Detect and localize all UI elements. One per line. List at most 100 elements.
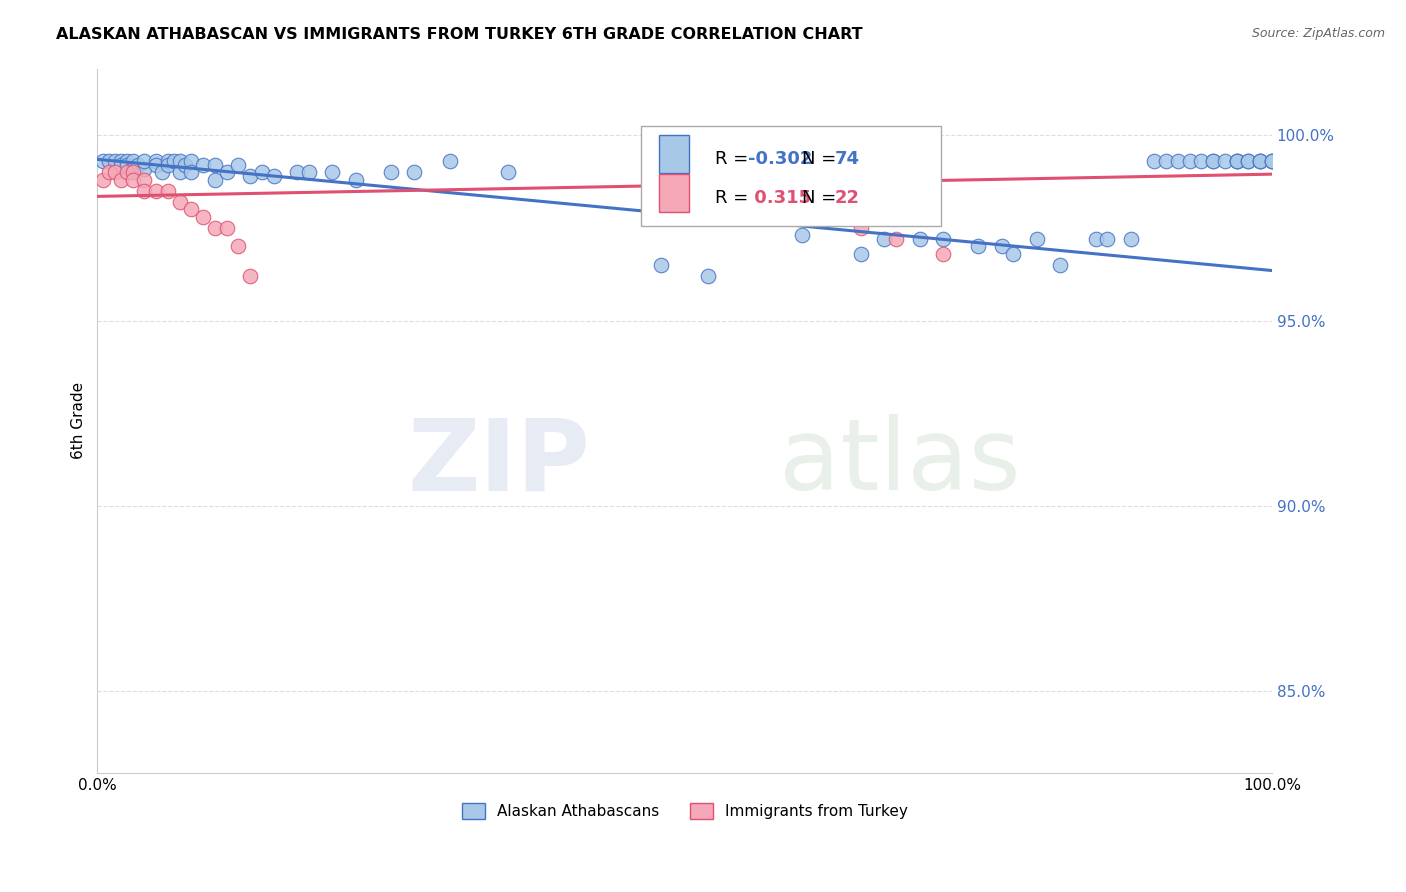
Text: ALASKAN ATHABASCAN VS IMMIGRANTS FROM TURKEY 6TH GRADE CORRELATION CHART: ALASKAN ATHABASCAN VS IMMIGRANTS FROM TU… [56, 27, 863, 42]
Text: 22: 22 [835, 189, 860, 207]
Y-axis label: 6th Grade: 6th Grade [72, 382, 86, 459]
Point [110, 154, 132, 169]
Point [884, 232, 907, 246]
Point [156, 158, 179, 172]
Point [121, 165, 143, 179]
Text: -0.302: -0.302 [748, 150, 813, 169]
Point [174, 158, 197, 172]
Point [91, 154, 114, 169]
Point [1119, 232, 1142, 246]
Point [121, 172, 143, 186]
Point [215, 220, 238, 235]
Point [169, 165, 191, 179]
Point [180, 154, 202, 169]
Point [145, 154, 167, 169]
Point [134, 172, 156, 186]
Text: ZIP: ZIP [408, 415, 591, 511]
Point [104, 165, 127, 179]
Text: Source: ZipAtlas.com: Source: ZipAtlas.com [1251, 27, 1385, 40]
Point [180, 165, 202, 179]
Point [1189, 154, 1212, 169]
Point [439, 154, 461, 169]
Point [1249, 154, 1271, 169]
Point [226, 239, 249, 253]
Point [156, 154, 179, 169]
Point [990, 239, 1012, 253]
Point [145, 158, 167, 172]
Point [239, 269, 262, 284]
Point [697, 269, 720, 284]
Point [204, 172, 226, 186]
Text: atlas: atlas [779, 415, 1021, 511]
Point [1213, 154, 1236, 169]
Point [239, 169, 262, 183]
Point [204, 220, 226, 235]
Point [127, 158, 149, 172]
Point [1178, 154, 1201, 169]
Point [1226, 154, 1249, 169]
Point [121, 161, 143, 176]
Point [1226, 154, 1249, 169]
Point [1249, 154, 1271, 169]
Point [1002, 247, 1025, 261]
Point [1202, 154, 1225, 169]
Point [134, 154, 156, 169]
Point [321, 165, 343, 179]
Point [134, 161, 156, 176]
Point [1249, 154, 1271, 169]
Point [1084, 232, 1107, 246]
Point [404, 165, 426, 179]
Point [191, 158, 214, 172]
Point [169, 194, 191, 209]
Point [298, 165, 321, 179]
Point [967, 239, 990, 253]
Point [1049, 258, 1071, 272]
Point [145, 184, 167, 198]
Point [344, 172, 367, 186]
Legend: Alaskan Athabascans, Immigrants from Turkey: Alaskan Athabascans, Immigrants from Tur… [456, 797, 914, 825]
Point [134, 184, 156, 198]
Point [650, 258, 672, 272]
Point [98, 165, 121, 179]
Point [180, 202, 202, 217]
Point [115, 158, 138, 172]
Point [1097, 232, 1119, 246]
Point [150, 165, 173, 179]
Point [163, 154, 186, 169]
Point [191, 210, 214, 224]
Point [908, 232, 931, 246]
Point [226, 158, 249, 172]
Text: 74: 74 [835, 150, 860, 169]
Point [169, 154, 191, 169]
Point [1143, 154, 1166, 169]
Text: N =: N = [803, 150, 842, 169]
Point [91, 172, 114, 186]
Point [115, 154, 138, 169]
Point [110, 158, 132, 172]
Point [1026, 232, 1049, 246]
Point [1167, 154, 1189, 169]
Point [263, 169, 285, 183]
Text: R =: R = [716, 150, 754, 169]
Point [1202, 154, 1225, 169]
Point [204, 158, 226, 172]
Point [1237, 154, 1260, 169]
Point [110, 172, 132, 186]
Point [498, 165, 520, 179]
Point [285, 165, 308, 179]
Point [1154, 154, 1177, 169]
Point [849, 247, 872, 261]
Point [121, 154, 143, 169]
Text: 0.315: 0.315 [748, 189, 811, 207]
Point [115, 165, 138, 179]
Text: R =: R = [716, 189, 754, 207]
Point [104, 154, 127, 169]
Point [1261, 154, 1284, 169]
Point [790, 228, 813, 243]
Point [1226, 154, 1249, 169]
Point [380, 165, 402, 179]
Point [1237, 154, 1260, 169]
Point [156, 184, 179, 198]
Point [250, 165, 273, 179]
Point [98, 154, 121, 169]
